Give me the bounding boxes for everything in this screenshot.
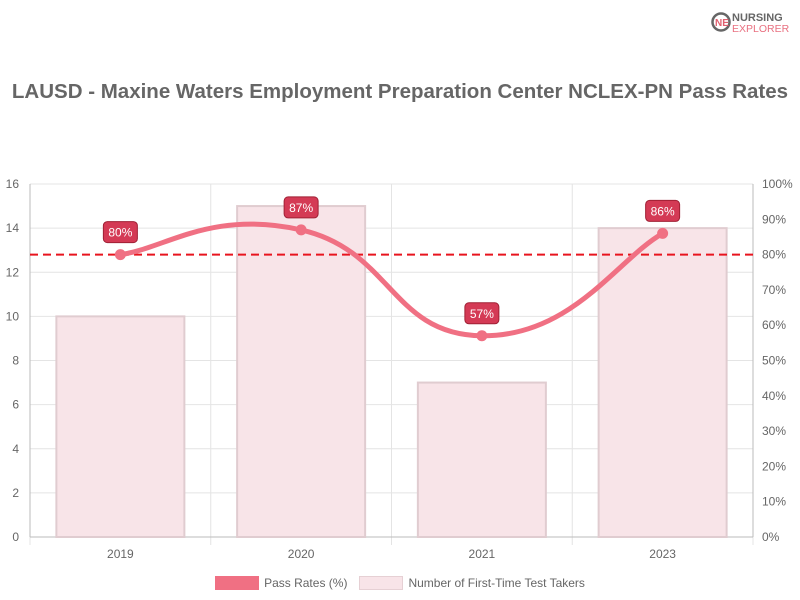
y-left-tick-label: 6 [12,398,19,412]
x-tick-label: 2020 [288,547,315,561]
legend-swatch [359,576,404,590]
legend-label: Pass Rates (%) [264,576,348,590]
data-label-box [464,302,500,325]
y-right-tick-label: 70% [762,283,786,297]
data-label: 80% [108,226,132,240]
y-right-tick-label: 50% [762,354,786,368]
data-label-box [102,221,138,244]
y-right-tick-label: 0% [762,530,780,544]
legend-item-test-takers[interactable]: Number of First-Time Test Takers [359,576,585,590]
y-left-tick-label: 16 [6,177,20,191]
chart-title: LAUSD - Maxine Waters Employment Prepara… [11,80,789,103]
pass-rate-line [117,221,666,339]
y-right-tick-label: 100% [762,177,793,191]
y-right-tick-label: 90% [762,212,786,226]
y-right-tick-label: 40% [762,389,786,403]
line-point [657,227,669,239]
bar [597,227,728,538]
nursing-explorer-logo: NE NURSING EXPLORER [710,8,795,36]
line-point [114,249,126,261]
line-point [476,330,488,342]
svg-text:EXPLORER: EXPLORER [732,23,790,35]
y-right-tick-label: 30% [762,424,786,438]
x-tick-label: 2021 [469,547,496,561]
data-label: 87% [289,201,313,215]
y-left-tick-label: 12 [6,265,20,279]
data-label: 57% [470,307,494,321]
legend: Pass Rates (%) Number of First-Time Test… [0,576,800,590]
data-label: 86% [651,204,675,218]
data-label-box [283,196,319,219]
bar [55,315,186,538]
y-right-tick-label: 60% [762,318,786,332]
bar [236,205,367,538]
svg-text:NE: NE [715,18,729,29]
y-right-tick-label: 10% [762,495,786,509]
svg-text:NURSING: NURSING [732,12,783,24]
y-left-tick-label: 4 [12,442,19,456]
y-left-tick-label: 14 [6,221,20,235]
y-left-tick-label: 8 [12,354,19,368]
x-tick-label: 2019 [107,547,134,561]
data-label-box [645,199,681,222]
y-left-tick-label: 2 [12,486,19,500]
y-right-tick-label: 20% [762,459,786,473]
y-left-tick-label: 0 [12,530,19,544]
x-tick-label: 2023 [649,547,676,561]
bar [416,381,547,538]
line-point [295,224,307,236]
legend-item-pass-rates[interactable]: Pass Rates (%) [215,576,347,590]
y-right-tick-label: 80% [762,248,786,262]
legend-swatch [215,576,260,590]
y-left-tick-label: 10 [6,309,20,323]
legend-label: Number of First-Time Test Takers [408,576,585,590]
